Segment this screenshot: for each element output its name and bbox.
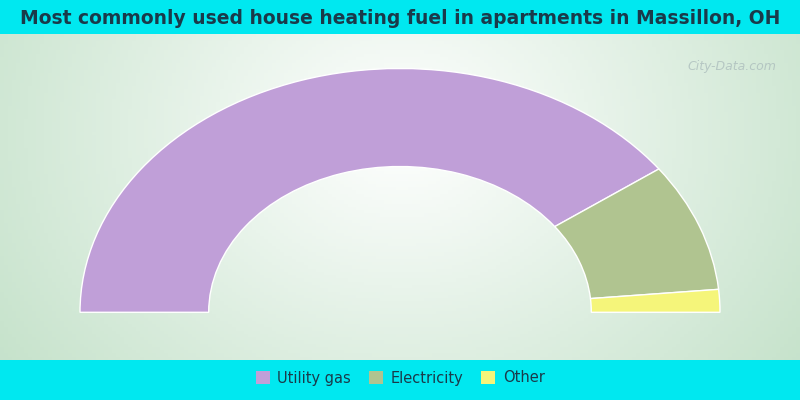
Text: City-Data.com: City-Data.com — [687, 60, 776, 73]
Legend: Utility gas, Electricity, Other: Utility gas, Electricity, Other — [250, 365, 550, 391]
Wedge shape — [80, 68, 659, 312]
Wedge shape — [554, 169, 718, 298]
Text: Most commonly used house heating fuel in apartments in Massillon, OH: Most commonly used house heating fuel in… — [20, 9, 780, 28]
Wedge shape — [590, 289, 720, 312]
